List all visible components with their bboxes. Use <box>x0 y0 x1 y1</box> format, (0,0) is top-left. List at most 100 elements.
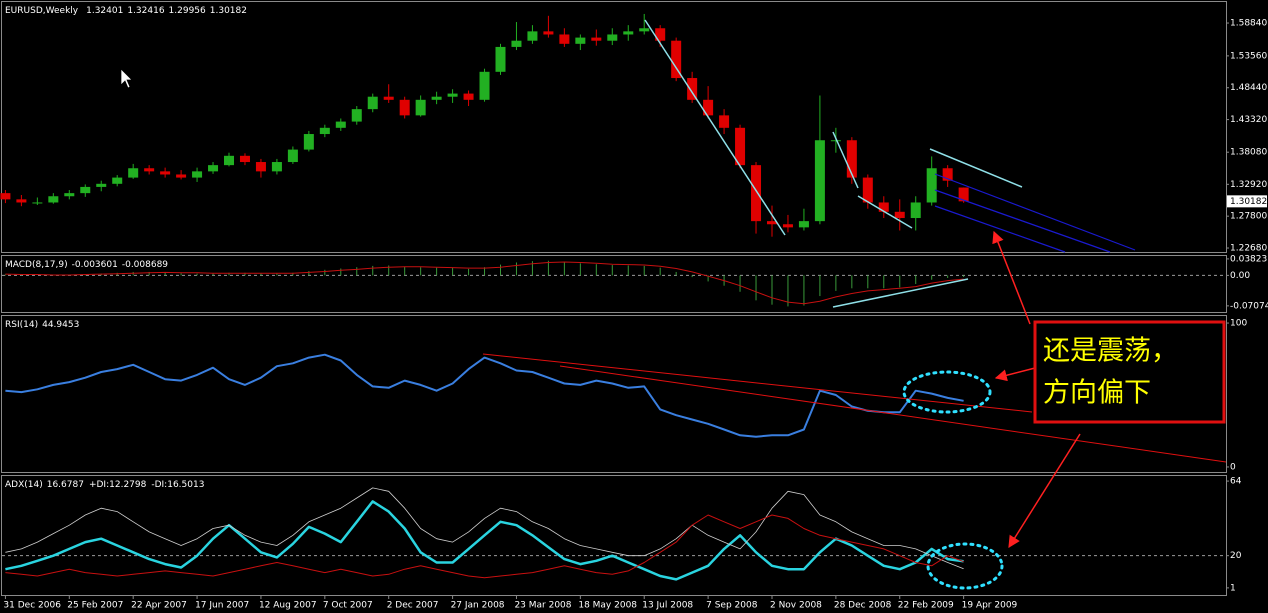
highlight-ellipse <box>926 542 1004 590</box>
candle-body <box>671 40 682 79</box>
x-tick-label: 2 Dec 2007 <box>387 601 439 611</box>
candle-body <box>335 121 346 128</box>
candle-body <box>942 168 953 181</box>
price-marker <box>1227 195 1267 208</box>
price-marker-label: 1.30182 <box>1230 197 1267 207</box>
candle-body <box>176 174 187 178</box>
candle-body <box>495 46 506 72</box>
ohlc-value: 1.32401 <box>86 6 123 16</box>
y-tick-label: 0 <box>1230 462 1236 472</box>
indicator-name: ADX(14) <box>5 480 43 490</box>
candle-body <box>575 37 586 44</box>
candle-body <box>894 211 905 219</box>
candle-body <box>224 155 235 166</box>
candle-body <box>0 193 11 200</box>
channel-line <box>934 189 1111 253</box>
rsi-panel <box>1 315 1227 473</box>
x-tick-label: 31 Dec 2006 <box>3 601 61 611</box>
indicator-value: 16.5013 <box>167 480 204 490</box>
x-tick-label: 22 Feb 2009 <box>898 601 954 611</box>
note-text: 方向偏下 <box>1043 378 1151 409</box>
candle-body <box>862 177 873 203</box>
x-tick-label: 23 Mar 2008 <box>514 601 571 611</box>
x-tick-label: 7 Sep 2008 <box>706 601 758 611</box>
annotations: 还是震荡， 方向偏下 <box>120 19 1227 590</box>
candle-body <box>639 28 650 32</box>
candle-body <box>112 177 123 184</box>
panel-header: ADX(14) 16.6787 +DI:12.2798 -DI:16.5013 <box>5 480 204 490</box>
candle-body <box>527 31 538 41</box>
candle-body <box>287 149 298 163</box>
candle-body <box>255 162 266 172</box>
candle-body <box>751 165 762 222</box>
mouse-cursor <box>120 68 133 89</box>
channel-line <box>934 205 1066 253</box>
candle-body <box>910 202 921 219</box>
data-layer: 31 Dec 2006 25 Feb 2007 22 Apr 2007 17 Jun … <box>0 6 1268 611</box>
x-tick-label: 19 Apr 2009 <box>962 601 1018 611</box>
trend-line <box>644 19 786 236</box>
y-tick-label: 1.32920 <box>1230 180 1267 190</box>
x-tick-label: 2 Nov 2008 <box>770 601 822 611</box>
indicator-value: 44.9453 <box>42 320 79 330</box>
candle-body <box>192 171 203 178</box>
y-tick-label: 0.038237 <box>1230 254 1268 264</box>
x-tick-label: 25 Feb 2007 <box>67 601 123 611</box>
price-panel <box>1 1 1227 253</box>
candle-body <box>160 171 171 175</box>
arrow <box>992 230 1031 325</box>
candle-body <box>687 78 698 100</box>
x-tick-label: 27 Jan 2008 <box>451 601 505 611</box>
candle-body <box>559 34 570 44</box>
candle-body <box>48 196 59 203</box>
trend-line <box>559 365 1227 463</box>
candle-body <box>319 127 330 135</box>
indicator-value: -0.008689 <box>122 260 168 270</box>
candle-body <box>351 109 362 122</box>
x-tick-label: 22 Apr 2007 <box>131 601 187 611</box>
candle-body <box>303 134 314 150</box>
trend-line <box>832 278 969 308</box>
candle-body <box>239 155 250 163</box>
candle-body <box>16 199 27 203</box>
trend-line <box>929 148 1023 188</box>
indicator-name: +DI: <box>89 480 109 490</box>
candle-body <box>415 99 426 116</box>
candle-body <box>431 96 442 100</box>
candle-body <box>830 140 841 142</box>
y-tick-label: -0.07074 <box>1230 301 1268 311</box>
candle-body <box>623 31 634 35</box>
candle-body <box>144 168 155 172</box>
ohlc-value: 1.29956 <box>169 6 206 16</box>
ohlc-value: 1.30182 <box>210 6 247 16</box>
y-tick-label: 1.48440 <box>1230 83 1267 93</box>
candle-body <box>128 168 139 178</box>
indicator-name: MACD(8,17,9) <box>5 260 68 270</box>
x-tick-label: 12 Aug 2007 <box>259 601 317 611</box>
y-tick-label: 1.58840 <box>1230 19 1267 29</box>
candle-body <box>766 221 777 225</box>
indicator-name: RSI(14) <box>5 320 38 330</box>
candle-body <box>814 140 825 222</box>
panel-header: MACD(8,17,9) -0.003601 -0.008689 <box>5 260 168 270</box>
y-tick-label: 1.53560 <box>1230 51 1267 61</box>
y-tick-label: 1.43320 <box>1230 115 1267 125</box>
indicator-line <box>5 353 964 438</box>
x-tick-label: 18 May 2008 <box>578 601 637 611</box>
highlight-ellipse <box>902 370 992 414</box>
y-tick-label: 1.22680 <box>1230 244 1267 254</box>
x-tick-label: 7 Oct 2007 <box>323 601 373 611</box>
candle-body <box>958 187 969 202</box>
trend-line <box>832 131 859 189</box>
indicator-line <box>5 487 964 570</box>
x-tick-label: 17 Jun 2007 <box>195 601 249 611</box>
trend-line <box>857 195 913 229</box>
candle-body <box>607 34 618 41</box>
ohlc-value: 1.32416 <box>127 6 164 16</box>
x-tick-label: 28 Dec 2008 <box>834 601 892 611</box>
candle-body <box>208 165 219 172</box>
candle-body <box>479 71 490 100</box>
panel-header: EURUSD,Weekly 1.32401 1.32416 1.29956 1.3018… <box>5 6 247 16</box>
channel-line <box>934 173 1136 251</box>
candle-body <box>703 99 714 116</box>
